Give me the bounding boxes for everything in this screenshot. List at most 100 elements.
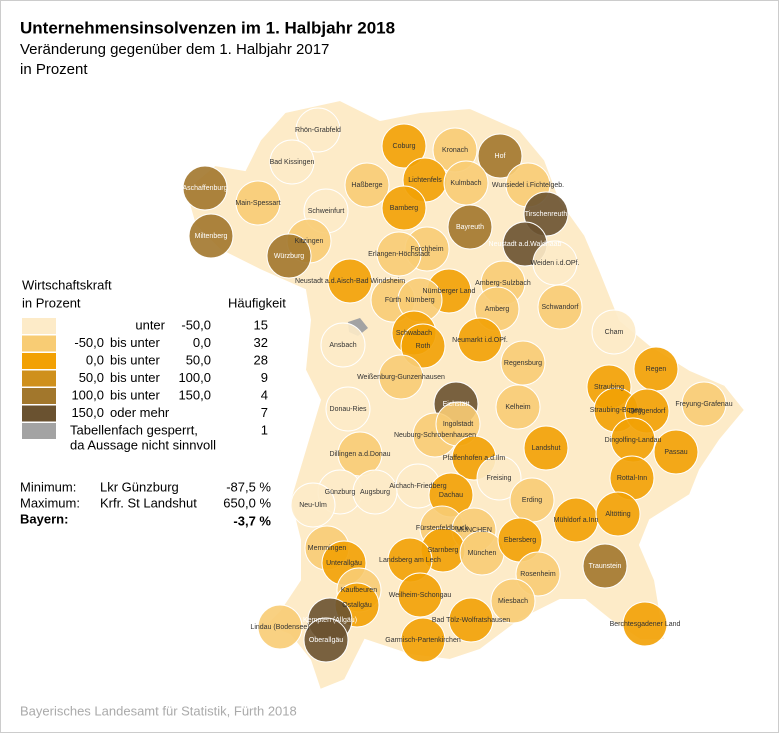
region-label: Donau-Ries bbox=[330, 406, 367, 413]
legend-swatch bbox=[22, 388, 56, 404]
region-label: Tirschenreuth bbox=[525, 211, 568, 218]
region-label: Miltenberg bbox=[195, 233, 228, 240]
region-label: Kempten (Allgäu) bbox=[303, 617, 357, 624]
region-label: Schwandorf bbox=[542, 304, 579, 311]
region-label: Neumarkt i.d.OPf. bbox=[452, 337, 508, 344]
region-area bbox=[269, 139, 315, 185]
legend-count: 9 bbox=[261, 370, 268, 385]
legend-unit: in Prozent bbox=[22, 295, 81, 310]
legend-from: 150,0 bbox=[71, 405, 104, 420]
source: Bayerisches Landesamt für Statistik, Für… bbox=[20, 703, 297, 718]
region-area bbox=[327, 258, 373, 304]
legend-swatch bbox=[22, 335, 56, 352]
region-area bbox=[320, 322, 366, 368]
stat-label: Minimum: bbox=[20, 479, 76, 494]
region-label: Haßberge bbox=[351, 182, 382, 189]
region-label: Kitzingen bbox=[295, 238, 324, 245]
region-area bbox=[295, 107, 341, 153]
region-area bbox=[266, 233, 312, 279]
legend-count-header: Häufigkeit bbox=[228, 295, 286, 310]
region-label: Rosenheim bbox=[520, 571, 556, 578]
region-label: Amberg-Sulzbach bbox=[475, 280, 531, 287]
region-area bbox=[188, 213, 234, 259]
region-area bbox=[447, 204, 493, 250]
region-label: Straubing bbox=[594, 384, 624, 391]
region-label: Nürnberg bbox=[405, 297, 434, 304]
region-label: Neustadt a.d.Aisch-Bad Windsheim bbox=[295, 278, 405, 285]
legend-count: 1 bbox=[261, 422, 268, 437]
legend-to: 0,0 bbox=[193, 335, 211, 350]
region-area bbox=[532, 240, 578, 286]
region-label: Amberg bbox=[485, 306, 510, 313]
unit: in Prozent bbox=[20, 61, 88, 78]
region-area bbox=[376, 231, 422, 277]
legend-swatch bbox=[22, 318, 56, 334]
legend-count: 4 bbox=[261, 387, 268, 402]
legend-count: 28 bbox=[254, 352, 268, 367]
region-area bbox=[537, 284, 583, 330]
region-label: Wunsiedel i.Fichtelgeb. bbox=[492, 182, 564, 189]
region-label: Ebersberg bbox=[504, 537, 536, 544]
region-label: Berchtesgadener Land bbox=[610, 621, 681, 628]
region-label: Ansbach bbox=[329, 342, 356, 349]
region-label: Altötting bbox=[605, 511, 630, 518]
region-label: Kelheim bbox=[505, 404, 530, 411]
region-label: Ingolstadt bbox=[443, 421, 473, 428]
region-label: Miesbach bbox=[498, 598, 528, 605]
legend-op: bis unter bbox=[110, 370, 161, 385]
legend-to: 150,0 bbox=[178, 387, 211, 402]
region-label: Fürstenfeldbruck bbox=[416, 525, 469, 532]
region-label: Regen bbox=[646, 366, 667, 373]
region-area bbox=[681, 381, 727, 427]
region-area bbox=[591, 309, 637, 355]
region-label: Lichtenfels bbox=[408, 177, 442, 184]
legend-label: Tabellenfach gesperrt, bbox=[70, 422, 198, 437]
region-label: Bayreuth bbox=[456, 224, 484, 231]
region-label: Traunstein bbox=[589, 563, 622, 570]
region-area bbox=[477, 133, 523, 179]
region-label: Freising bbox=[487, 475, 512, 482]
legend-op: unter bbox=[135, 317, 165, 332]
region-label: Regensburg bbox=[504, 360, 542, 367]
region-label: Augsburg bbox=[360, 489, 390, 496]
legend-to: -50,0 bbox=[181, 317, 211, 332]
region-area bbox=[352, 469, 398, 515]
region-label: Würzburg bbox=[274, 253, 304, 260]
region-label: Dillingen a.d.Donau bbox=[329, 451, 390, 458]
region-label: Passau bbox=[664, 449, 687, 456]
region-label: Kaufbeuren bbox=[341, 587, 377, 594]
region-label: Pfaffenhofen a.d.Ilm bbox=[443, 455, 506, 462]
region-label: Mühldorf a.Inn bbox=[554, 517, 599, 524]
region-area bbox=[303, 617, 349, 663]
region-area bbox=[325, 386, 371, 432]
region-label: München bbox=[468, 550, 497, 557]
region-area bbox=[582, 543, 628, 589]
region-label: Roth bbox=[416, 343, 431, 350]
region-label: Landshut bbox=[532, 445, 561, 452]
legend-from: 100,0 bbox=[71, 387, 104, 402]
region-label: Fürth bbox=[385, 297, 401, 304]
region-area bbox=[344, 162, 390, 208]
region-label: Lindau (Bodensee) bbox=[250, 624, 309, 631]
region-label: MÜNCHEN bbox=[456, 526, 492, 534]
region-area bbox=[457, 317, 503, 363]
region-label: Straubing-Bogen bbox=[590, 407, 643, 414]
legend-op: bis unter bbox=[110, 335, 161, 350]
region-area bbox=[495, 384, 541, 430]
stat-label: Maximum: bbox=[20, 495, 80, 510]
region-label: Deggendorf bbox=[629, 408, 666, 415]
region-label: Landsberg am Lech bbox=[379, 557, 441, 564]
region-label: Ostallgäu bbox=[342, 602, 372, 609]
region-label: Nürnberger Land bbox=[423, 288, 476, 295]
region-label: Aichach-Friedberg bbox=[389, 483, 446, 490]
region-area bbox=[290, 482, 336, 528]
subtitle: Veränderung gegenüber dem 1. Halbjahr 20… bbox=[20, 41, 329, 58]
legend-swatch bbox=[22, 353, 56, 369]
legend-swatch bbox=[22, 370, 56, 387]
title: Unternehmensinsolvenzen im 1. Halbjahr 2… bbox=[20, 18, 395, 37]
region-label: Cham bbox=[605, 329, 624, 336]
region-label: Bad Tölz-Wolfratshausen bbox=[432, 617, 510, 624]
stat-value: -3,7 % bbox=[233, 513, 271, 528]
region-label: Forchheim bbox=[410, 246, 443, 253]
